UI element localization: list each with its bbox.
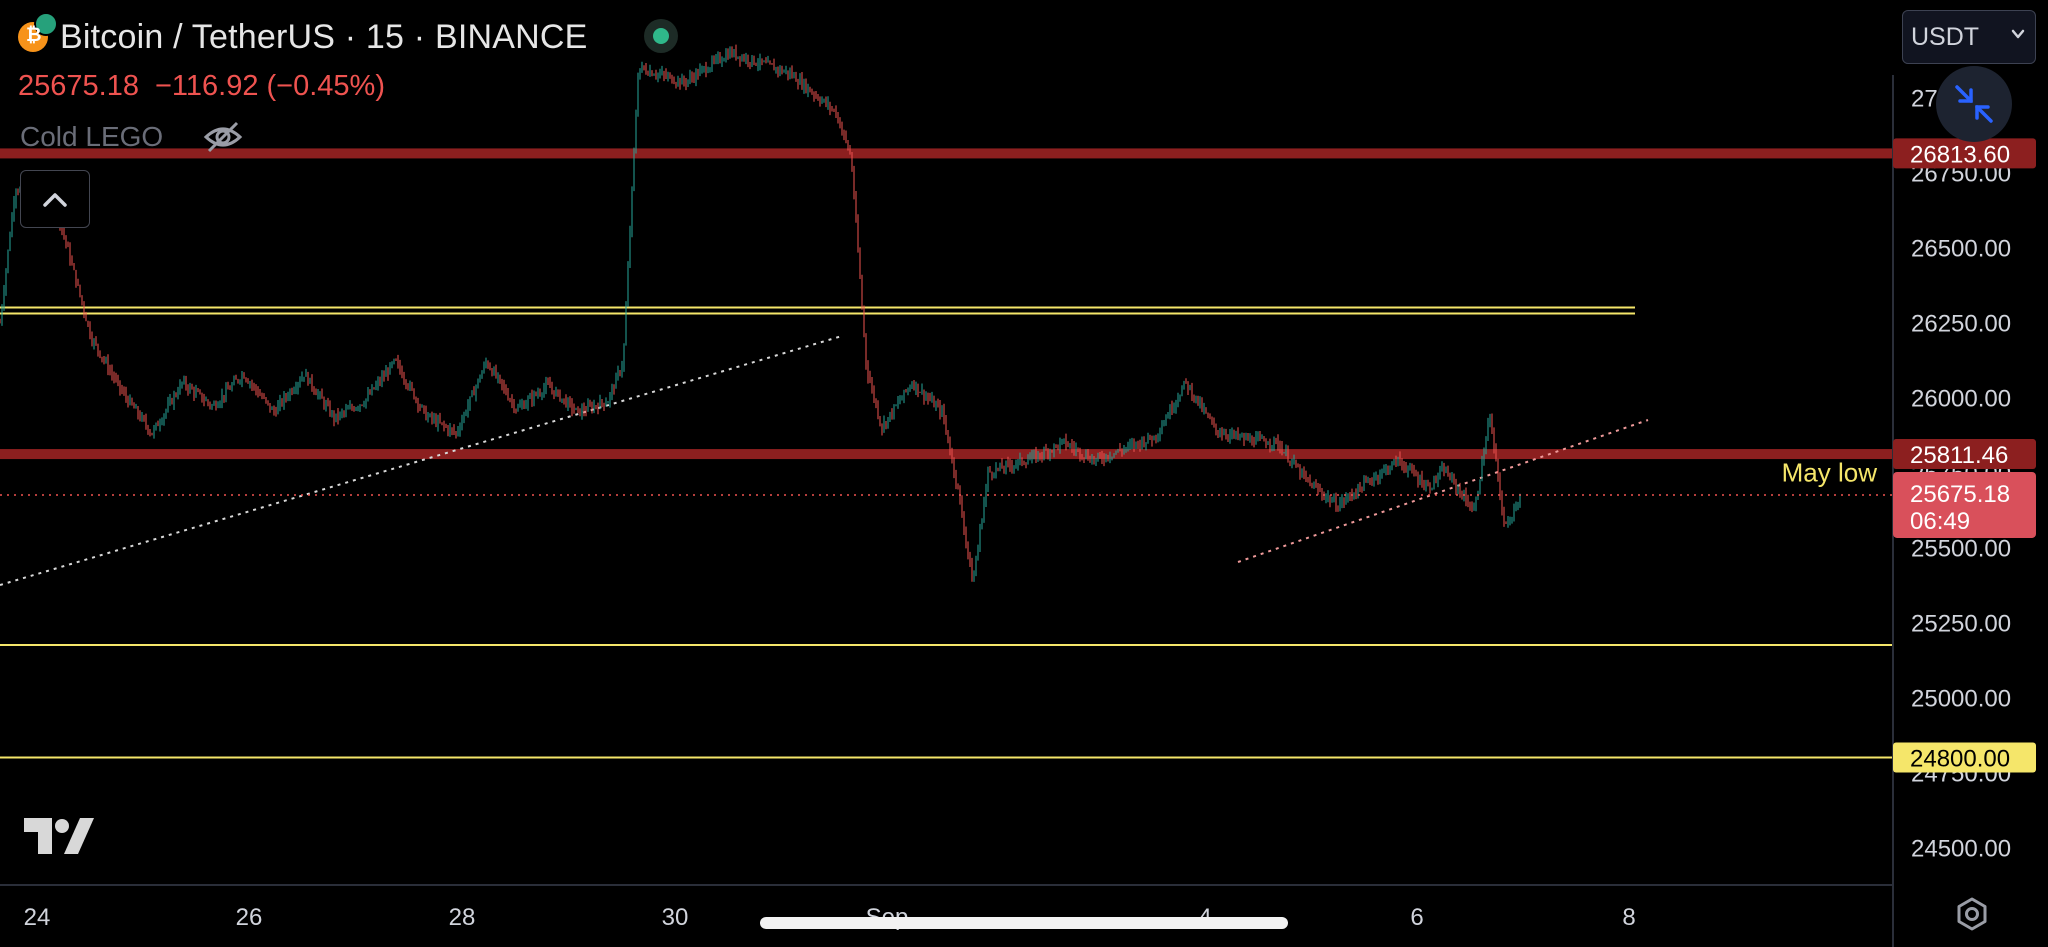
chevron-down-icon <box>2011 29 2025 39</box>
collapse-legend-button[interactable] <box>20 170 90 228</box>
y-tick-label: 25500.00 <box>1911 536 2011 563</box>
level-price-label-bg <box>1893 742 2036 773</box>
current-price-label-bg <box>1893 471 2036 538</box>
live-status-icon <box>644 19 678 53</box>
y-tick-label: 26500.00 <box>1911 236 2011 263</box>
level-line-2[interactable] <box>0 449 1893 460</box>
level-price-label-bg <box>1893 138 2036 169</box>
annotation-may-low[interactable]: May low <box>1782 458 1878 488</box>
level-price-label: 24800.00 <box>1910 746 2010 773</box>
settings-icon[interactable] <box>1954 896 1990 932</box>
eye-off-icon[interactable] <box>203 120 243 154</box>
y-tick-label: 25250.00 <box>1911 611 2011 638</box>
price-change-row: 25675.18 −116.92 (−0.45%) <box>18 70 385 103</box>
x-tick-label: 30 <box>662 904 689 931</box>
horizontal-levels <box>0 148 1893 759</box>
price-axis[interactable]: 27000.0026750.0026500.0026250.0026000.00… <box>1911 86 2011 863</box>
indicator-legend[interactable]: Cold LEGO <box>20 120 243 154</box>
auto-fit-button[interactable] <box>1936 66 2012 142</box>
y-tick-label: 26000.00 <box>1911 386 2011 413</box>
x-tick-label: 6 <box>1410 904 1423 931</box>
currency-label: USDT <box>1911 22 1980 51</box>
level-line-0[interactable] <box>0 148 1893 159</box>
price-change: −116.92 (−0.45%) <box>154 70 385 102</box>
y-tick-label: 25000.00 <box>1911 686 2011 713</box>
y-tick-label: 24500.00 <box>1911 836 2011 863</box>
x-tick-label: 8 <box>1622 904 1635 931</box>
chevron-up-icon <box>43 193 67 207</box>
symbol-header[interactable]: Bitcoin / TetherUS · 15 · BINANCE <box>18 12 588 62</box>
last-price: 25675.18 <box>18 70 139 102</box>
currency-select[interactable]: USDT <box>1902 10 2036 64</box>
collapse-arrows-icon <box>1955 85 1993 123</box>
bar-countdown-label: 06:49 <box>1910 508 1970 535</box>
current-price-label: 25675.18 <box>1910 481 2010 508</box>
x-tick-label: 28 <box>449 904 476 931</box>
tradingview-logo-icon[interactable] <box>24 818 94 856</box>
x-tick-label: 24 <box>24 904 51 931</box>
tether-badge-icon <box>34 12 58 36</box>
level-price-label: 26813.60 <box>1910 141 2010 168</box>
level-price-label-bg <box>1893 439 2036 470</box>
y-tick-label: 26250.00 <box>1911 311 2011 338</box>
bitcoin-icon <box>18 12 58 52</box>
home-indicator[interactable] <box>760 917 1288 929</box>
trendline-ascending-white[interactable] <box>0 335 843 586</box>
symbol-title[interactable]: Bitcoin / TetherUS · 15 · BINANCE <box>60 17 588 56</box>
trend-lines <box>0 335 1649 586</box>
level-price-label: 25811.46 <box>1910 442 2008 469</box>
indicator-name[interactable]: Cold LEGO <box>20 121 164 152</box>
x-tick-label: 26 <box>236 904 263 931</box>
trendline-ascending-red[interactable] <box>1237 419 1649 563</box>
